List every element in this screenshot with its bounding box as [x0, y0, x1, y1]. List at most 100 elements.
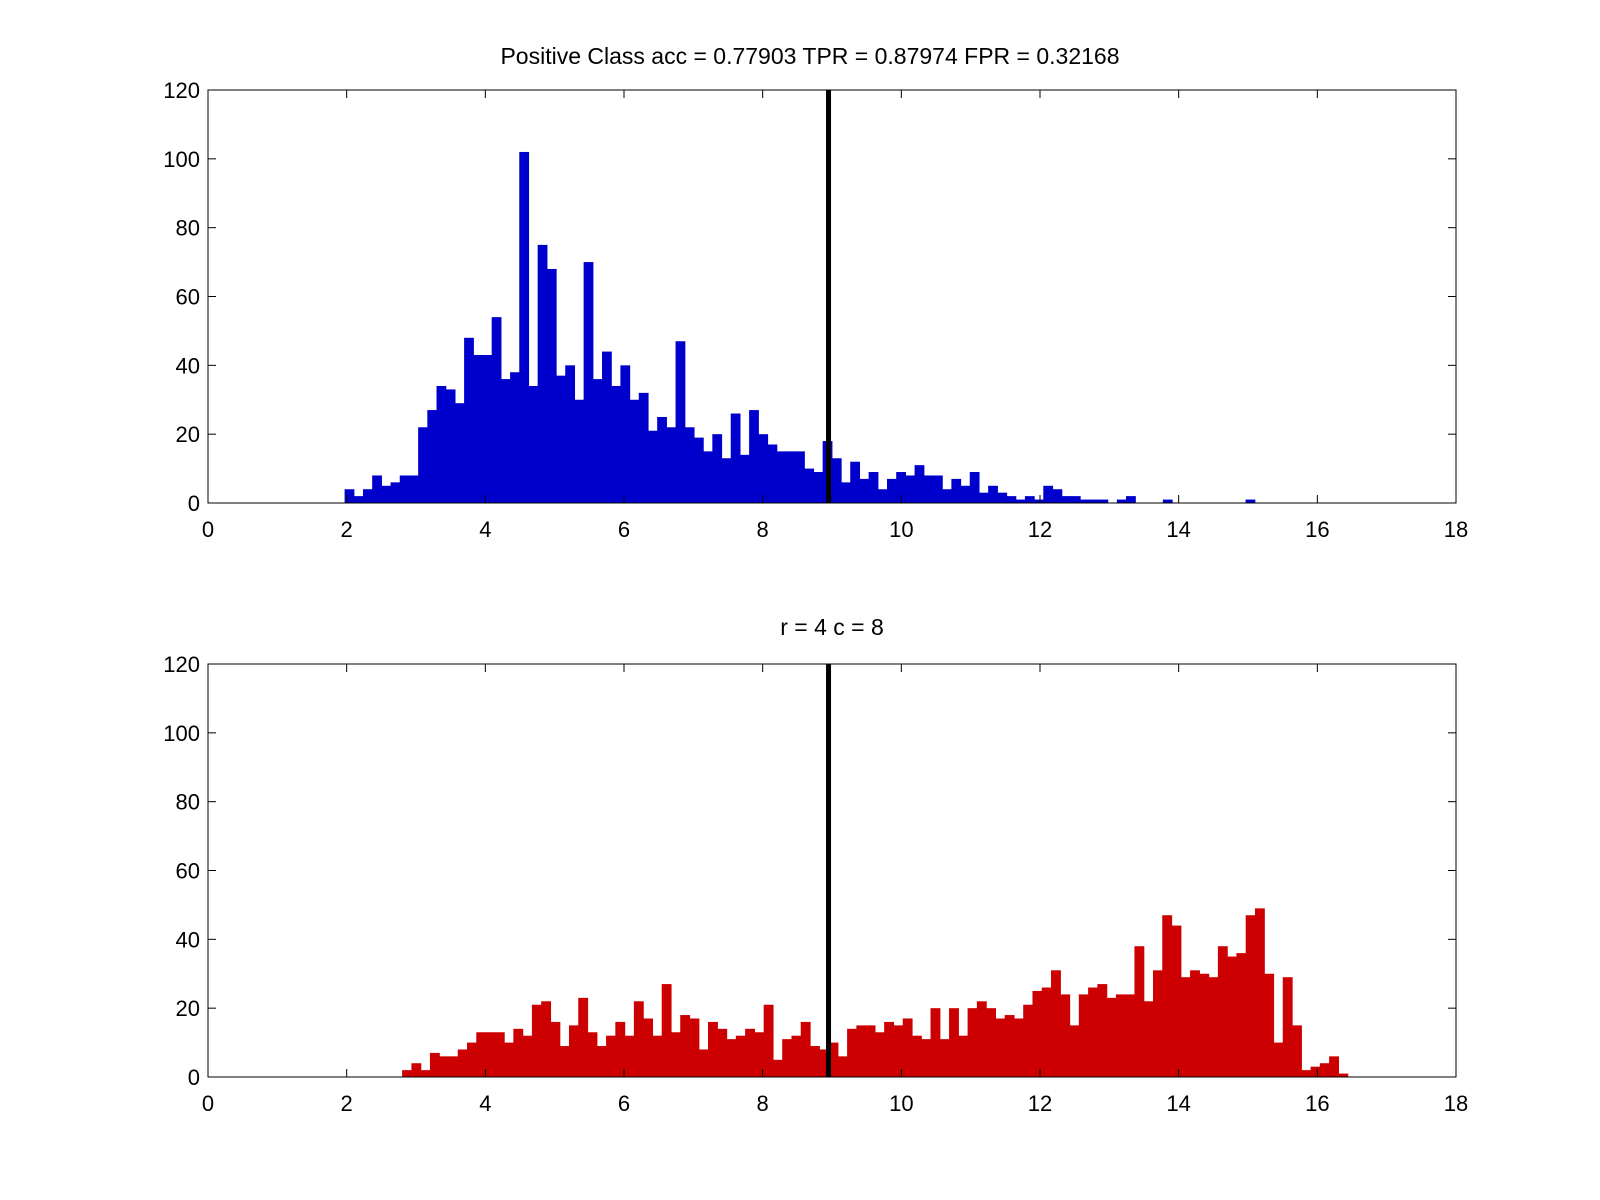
negative-class-histogram-panel: r = 4 c = 8 0 2 4 6 8 10 12 14 16 18 0 20 40 60 80 100 1… [163, 614, 1468, 1116]
negative-class-bar [958, 1035, 969, 1077]
negative-class-bar [828, 1042, 839, 1077]
positive-class-bar [473, 355, 484, 503]
positive-class-xtick-label: 2 [341, 517, 353, 542]
positive-class-bar [344, 489, 355, 503]
positive-class-ytick-label: 60 [176, 285, 200, 310]
positive-class-bar [464, 337, 474, 503]
positive-class-ytick-label: 0 [188, 491, 200, 516]
negative-class-bar [1134, 946, 1145, 1077]
negative-class-bar [745, 1028, 755, 1077]
positive-class-bar [408, 475, 419, 503]
negative-class-ytick-label: 0 [188, 1065, 200, 1090]
negative-class-xtick-label: 8 [757, 1091, 769, 1116]
negative-class-bar [568, 1025, 579, 1078]
negative-class-bar [1051, 970, 1061, 1077]
negative-class-bar [652, 1035, 663, 1077]
positive-class-bar [647, 430, 658, 503]
negative-class-bar [689, 1018, 700, 1077]
negative-class-bar [467, 1042, 477, 1077]
positive-class-title: Positive Class acc = 0.77903 TPR = 0.879… [500, 43, 1119, 69]
positive-class-bar [1015, 499, 1026, 503]
positive-class-bar [1080, 499, 1090, 503]
negative-class-ytick-label: 80 [176, 790, 200, 815]
negative-class-bar [1273, 1042, 1284, 1077]
negative-class-bar [661, 984, 672, 1077]
positive-class-bar [500, 379, 511, 503]
positive-class-bar [528, 385, 539, 503]
negative-class-bar [587, 1032, 598, 1077]
negative-class-bar [1236, 953, 1247, 1077]
negative-class-xtick-label: 2 [341, 1091, 353, 1116]
negative-class-bar [1088, 987, 1098, 1077]
positive-class-bar [684, 427, 695, 503]
positive-class-bar [693, 437, 704, 503]
positive-class-bar [519, 151, 530, 503]
negative-class-title: r = 4 c = 8 [780, 614, 884, 640]
positive-class-bar [381, 485, 392, 503]
positive-class-bar [804, 468, 815, 503]
negative-class-bar [504, 1042, 514, 1077]
negative-class-xtick-label: 18 [1444, 1091, 1468, 1116]
positive-class-xtick-label: 10 [889, 517, 913, 542]
positive-class-bar [712, 434, 723, 503]
positive-class-bar [620, 365, 631, 503]
positive-class-bar [887, 478, 897, 503]
negative-class-bar [420, 1070, 431, 1077]
negative-class-xtick-label: 4 [479, 1091, 491, 1116]
positive-class-bar [390, 482, 401, 503]
negative-class-ticks: 0 2 4 6 8 10 12 14 16 18 0 20 40 60 80 100 120 [163, 652, 1468, 1116]
positive-class-bar [583, 262, 594, 503]
negative-class-bar [1245, 915, 1256, 1077]
positive-class-bar [721, 458, 732, 503]
positive-class-bar [1245, 499, 1256, 503]
positive-class-bar [436, 385, 447, 503]
negative-class-bar [1069, 1025, 1080, 1078]
negative-class-bar [1264, 973, 1275, 1077]
positive-class-xtick-label: 6 [618, 517, 630, 542]
positive-class-bar [565, 365, 576, 503]
negative-class-bar [995, 1018, 1006, 1077]
negative-class-bar [596, 1046, 607, 1077]
positive-class-bar [666, 427, 677, 503]
negative-class-bar [1013, 1018, 1024, 1077]
positive-class-bar [914, 465, 925, 503]
positive-class-ytick-label: 100 [163, 147, 200, 172]
negative-class-bar [1338, 1073, 1349, 1077]
positive-class-bar [574, 399, 585, 503]
positive-class-bar [795, 451, 805, 504]
positive-class-ticks: 0 2 4 6 8 10 12 14 16 18 0 20 40 60 80 100 120 [163, 78, 1468, 542]
positive-class-bar [454, 403, 465, 503]
positive-class-bar [445, 389, 456, 503]
negative-class-bar [633, 1001, 644, 1077]
negative-class-bar [911, 1035, 922, 1077]
positive-class-bar [602, 351, 612, 503]
negative-class-bar [865, 1025, 876, 1078]
positive-class-bar [923, 475, 934, 503]
positive-class-bar [1162, 499, 1173, 503]
positive-class-bar [859, 478, 870, 503]
positive-class-bar [1006, 496, 1017, 503]
positive-class-bar [657, 416, 667, 503]
negative-class-bar [513, 1028, 524, 1077]
negative-class-bar [772, 1059, 783, 1077]
positive-class-ytick-label: 40 [176, 353, 200, 378]
negative-class-bar [457, 1049, 468, 1077]
positive-class-bar [353, 496, 364, 503]
positive-class-xtick-label: 8 [757, 517, 769, 542]
positive-class-bar [1061, 496, 1072, 503]
negative-class-bars [402, 908, 1349, 1078]
negative-class-bar [1329, 1056, 1339, 1077]
negative-class-bar [763, 1004, 774, 1077]
negative-class-xtick-label: 16 [1305, 1091, 1329, 1116]
positive-class-bar [675, 341, 686, 503]
negative-class-xtick-label: 14 [1166, 1091, 1190, 1116]
positive-class-bars [344, 151, 1256, 504]
negative-class-ytick-label: 100 [163, 721, 200, 746]
positive-class-bar [491, 317, 502, 503]
negative-class-bar [494, 1032, 505, 1077]
negative-class-bar [708, 1021, 718, 1077]
negative-class-bar [1190, 970, 1200, 1077]
negative-class-bar [1282, 977, 1293, 1077]
negative-class-bar [670, 1032, 681, 1077]
positive-class-bar [1052, 489, 1063, 503]
